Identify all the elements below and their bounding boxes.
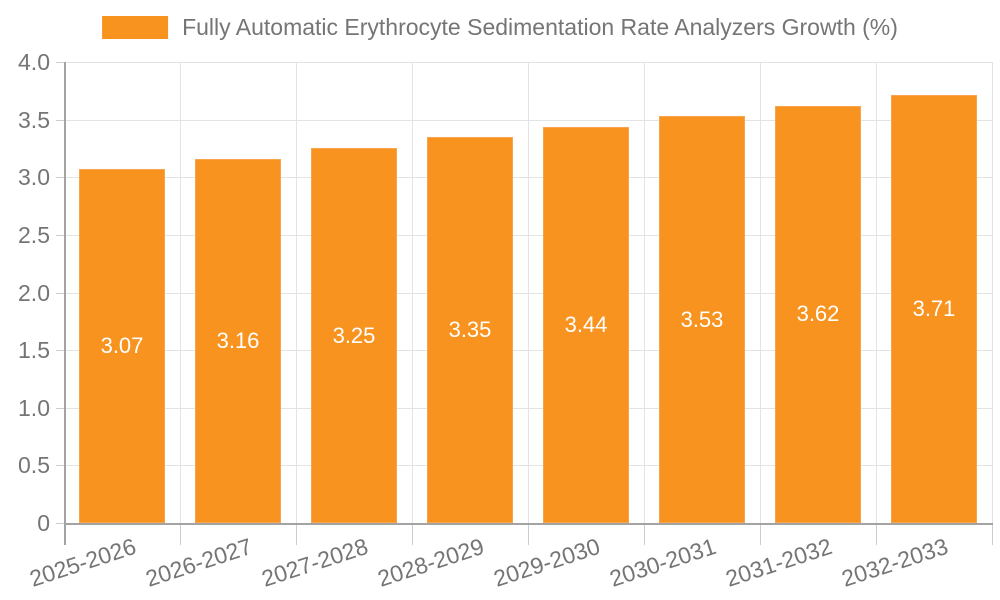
x-gridline <box>760 62 761 523</box>
bar-value-label: 3.25 <box>332 323 376 348</box>
y-tick <box>56 465 64 466</box>
x-tick <box>528 525 529 545</box>
y-axis-tick-label: 3.0 <box>18 164 50 190</box>
x-gridline <box>180 62 181 523</box>
y-axis-tick-label: 1.0 <box>18 395 50 421</box>
x-tick <box>876 525 877 545</box>
legend-label: Fully Automatic Erythrocyte Sedimentatio… <box>182 14 898 40</box>
x-tick <box>180 525 181 545</box>
x-axis-category-label: 2027-2028 <box>258 533 372 592</box>
y-axis-tick-label: 3.5 <box>18 107 50 133</box>
y-tick <box>56 523 64 524</box>
x-tick <box>412 525 413 545</box>
x-gridline <box>992 62 993 523</box>
x-gridline <box>644 62 645 523</box>
y-axis-tick-label: 0 <box>37 510 50 536</box>
x-axis-category-label: 2025-2026 <box>26 533 140 592</box>
bar-2025-2026[interactable] <box>79 169 165 523</box>
x-axis-category-label: 2029-2030 <box>490 533 604 592</box>
bar-2027-2028[interactable] <box>311 148 397 523</box>
x-gridline <box>876 62 877 523</box>
y-tick <box>56 120 64 121</box>
bar-value-label: 3.53 <box>680 307 724 332</box>
bar-2028-2029[interactable] <box>427 137 513 523</box>
bar-2026-2027[interactable] <box>195 159 281 523</box>
y-tick <box>56 235 64 236</box>
x-axis-category-label: 2028-2029 <box>374 533 488 592</box>
y-tick <box>56 350 64 351</box>
y-axis-tick-label: 2.0 <box>18 280 50 306</box>
bar-value-label: 3.71 <box>912 296 956 321</box>
x-axis-category-label: 2032-2033 <box>838 533 952 592</box>
x-axis-category-label: 2030-2031 <box>606 533 720 592</box>
y-axis-tick-label: 2.5 <box>18 222 50 248</box>
bar-2032-2033[interactable] <box>891 95 977 523</box>
x-tick <box>296 525 297 545</box>
bar-value-label: 3.35 <box>448 317 492 342</box>
x-axis-category-label: 2031-2032 <box>722 533 836 592</box>
bar-2030-2031[interactable] <box>659 116 745 523</box>
x-tick <box>760 525 761 545</box>
legend-swatch-icon <box>102 16 169 39</box>
bar-value-label: 3.62 <box>796 301 840 326</box>
legend-item[interactable]: Fully Automatic Erythrocyte Sedimentatio… <box>102 14 898 41</box>
bar-value-label: 3.16 <box>216 328 260 353</box>
x-tick <box>992 525 993 545</box>
x-tick <box>644 525 645 545</box>
x-gridline <box>296 62 297 523</box>
y-tick <box>56 62 64 63</box>
bar-value-label: 3.07 <box>100 333 144 358</box>
y-tick <box>56 293 64 294</box>
bar-2029-2030[interactable] <box>543 127 629 523</box>
bar-value-label: 3.44 <box>564 312 608 337</box>
y-axis-tick-label: 4.0 <box>18 49 50 75</box>
y-axis-tick-label: 1.5 <box>18 337 50 363</box>
bar-2031-2032[interactable] <box>775 106 861 523</box>
y-tick <box>56 177 64 178</box>
y-axis-line <box>64 62 66 545</box>
y-axis-tick-label: 0.5 <box>18 452 50 478</box>
y-tick <box>56 408 64 409</box>
x-gridline <box>412 62 413 523</box>
x-axis-category-label: 2026-2027 <box>142 533 256 592</box>
x-gridline <box>528 62 529 523</box>
x-axis-line <box>64 523 993 525</box>
